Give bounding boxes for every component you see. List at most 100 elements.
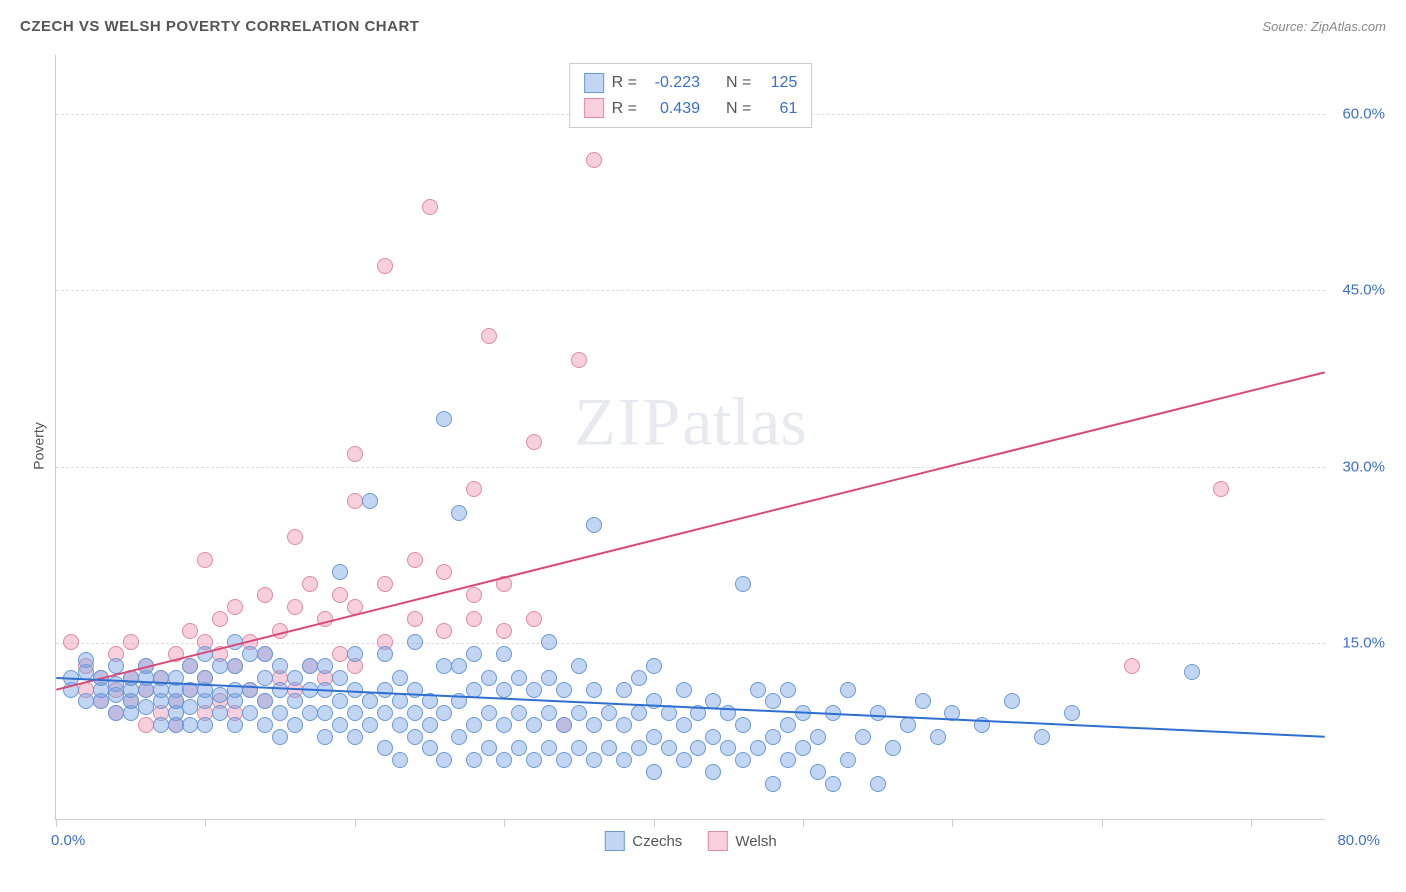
czechs-point	[780, 752, 796, 768]
czechs-point	[676, 717, 692, 733]
czechs-point	[272, 705, 288, 721]
czechs-point	[123, 670, 139, 686]
welsh-point	[1124, 658, 1140, 674]
czechs-point	[631, 705, 647, 721]
czechs-point	[272, 682, 288, 698]
czechs-point	[63, 670, 79, 686]
x-tick	[56, 819, 57, 827]
welsh-point	[227, 599, 243, 615]
welsh-point	[347, 446, 363, 462]
czechs-point	[646, 729, 662, 745]
czechs-point	[436, 411, 452, 427]
welsh-point	[63, 634, 79, 650]
czechs-point	[661, 740, 677, 756]
welsh-point	[332, 646, 348, 662]
czechs-point	[422, 740, 438, 756]
czechs-point	[347, 729, 363, 745]
welsh-point	[407, 552, 423, 568]
czechs-point	[511, 740, 527, 756]
welsh-point	[317, 611, 333, 627]
czechs-point	[407, 634, 423, 650]
y-axis-title: Poverty	[31, 422, 47, 469]
header-row: CZECH VS WELSH POVERTY CORRELATION CHART…	[20, 18, 1386, 35]
welsh-point	[287, 599, 303, 615]
czechs-point	[317, 682, 333, 698]
czechs-point	[676, 682, 692, 698]
czechs-point	[317, 729, 333, 745]
czechs-point	[735, 576, 751, 592]
czechs-point	[810, 764, 826, 780]
x-tick	[803, 819, 804, 827]
welsh-point	[436, 623, 452, 639]
czechs-point	[451, 505, 467, 521]
czechs-point	[332, 717, 348, 733]
welsh-point	[182, 623, 198, 639]
czechs-point	[511, 705, 527, 721]
source-credit: Source: ZipAtlas.com	[1262, 19, 1386, 34]
welsh-point	[422, 199, 438, 215]
y-tick-label: 15.0%	[1342, 635, 1385, 652]
legend-item-czechs: Czechs	[604, 831, 682, 851]
czechs-point	[451, 729, 467, 745]
welsh-point	[466, 481, 482, 497]
welsh-point	[586, 152, 602, 168]
czechs-point	[556, 717, 572, 733]
czechs-point	[780, 717, 796, 733]
czechs-point	[705, 693, 721, 709]
czechs-point	[1004, 693, 1020, 709]
x-axis-max-label: 80.0%	[1337, 832, 1380, 849]
czechs-point	[182, 699, 198, 715]
gridline	[56, 290, 1325, 291]
czechs-point	[661, 705, 677, 721]
czechs-point	[257, 693, 273, 709]
czechs-point	[571, 740, 587, 756]
czechs-point	[616, 752, 632, 768]
y-tick-label: 60.0%	[1342, 105, 1385, 122]
czechs-point	[840, 682, 856, 698]
czechs-point	[855, 729, 871, 745]
czechs-point	[646, 658, 662, 674]
czechs-point	[795, 740, 811, 756]
czechs-point	[182, 682, 198, 698]
stats-row-czechs: R = -0.223 N = 125	[584, 70, 798, 96]
czechs-point	[287, 717, 303, 733]
chart-title: CZECH VS WELSH POVERTY CORRELATION CHART	[20, 18, 419, 35]
welsh-point	[197, 552, 213, 568]
x-tick	[504, 819, 505, 827]
czechs-point	[810, 729, 826, 745]
czechs-point	[735, 717, 751, 733]
czechs-point	[915, 693, 931, 709]
czechs-point	[392, 752, 408, 768]
czechs-point	[242, 705, 258, 721]
welsh-point	[407, 611, 423, 627]
welsh-point	[347, 599, 363, 615]
welsh-point	[496, 623, 512, 639]
chart-plot-area: ZIPatlas R = -0.223 N = 125 R = 0.439 N …	[55, 55, 1325, 820]
czechs-point	[526, 682, 542, 698]
czechs-point	[451, 658, 467, 674]
czechs-point	[481, 740, 497, 756]
czechs-point	[690, 705, 706, 721]
czechs-point	[795, 705, 811, 721]
x-tick	[355, 819, 356, 827]
czechs-point	[541, 705, 557, 721]
czechs-point	[377, 646, 393, 662]
czechs-point	[302, 682, 318, 698]
czechs-point	[407, 729, 423, 745]
n-value-czechs: 125	[759, 70, 797, 96]
czechs-point	[870, 705, 886, 721]
czechs-point	[451, 693, 467, 709]
czechs-point	[556, 752, 572, 768]
stats-row-welsh: R = 0.439 N = 61	[584, 96, 798, 122]
legend-item-welsh: Welsh	[707, 831, 776, 851]
czechs-point	[1064, 705, 1080, 721]
czechs-point	[870, 776, 886, 792]
czechs-point	[362, 693, 378, 709]
czechs-point	[257, 646, 273, 662]
czechs-point	[825, 705, 841, 721]
czechs-point	[481, 670, 497, 686]
n-value-welsh: 61	[759, 96, 797, 122]
czechs-point	[750, 740, 766, 756]
czechs-point	[78, 652, 94, 668]
statistics-legend: R = -0.223 N = 125 R = 0.439 N = 61	[569, 63, 813, 128]
